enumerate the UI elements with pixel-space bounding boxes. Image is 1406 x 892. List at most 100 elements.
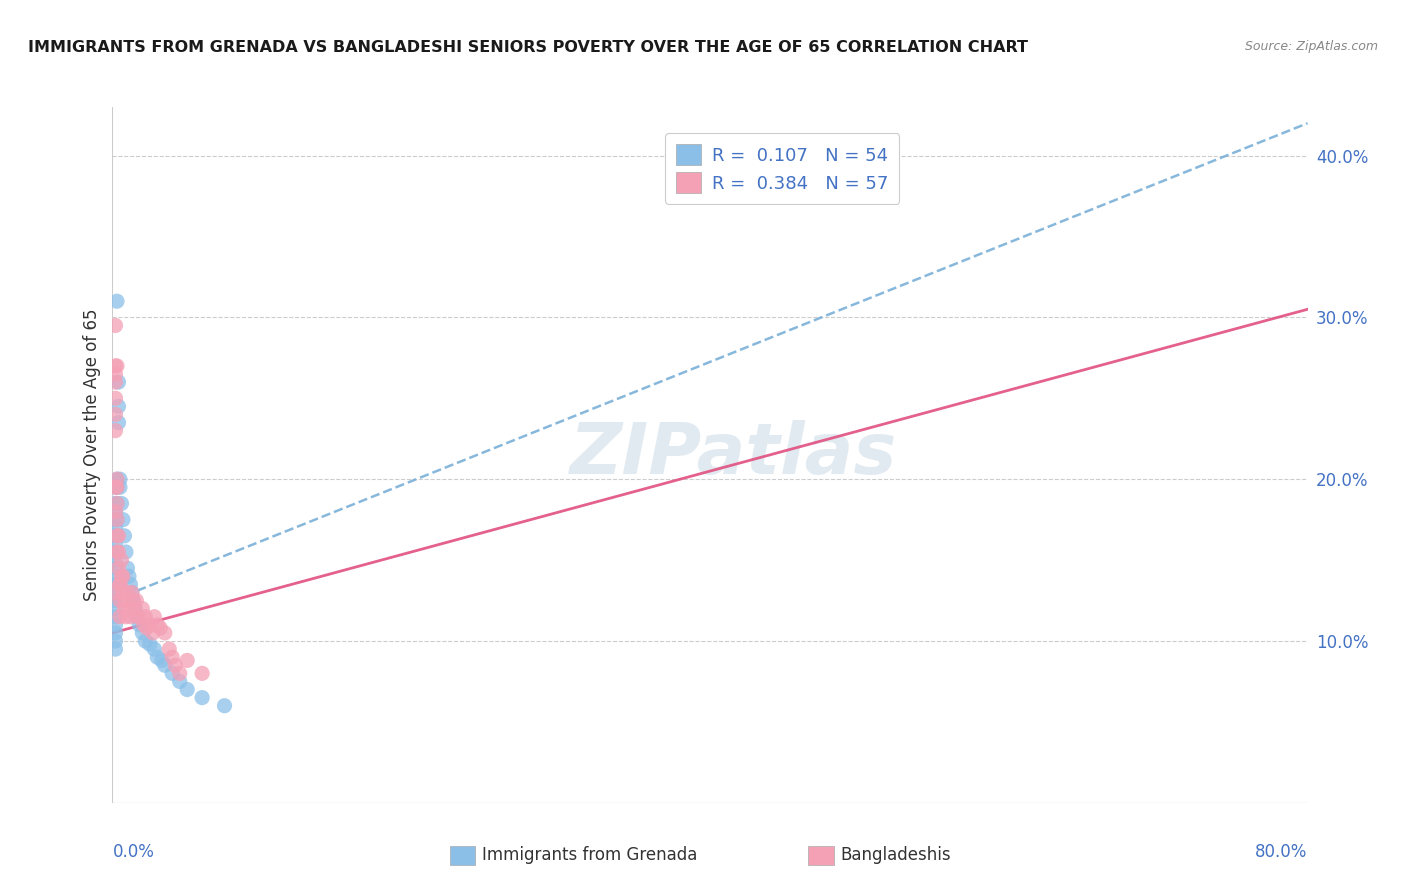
Point bbox=[104, 496, 127, 510]
Point bbox=[153, 626, 176, 640]
Point bbox=[105, 545, 128, 559]
Point bbox=[169, 666, 191, 681]
Point bbox=[105, 496, 128, 510]
Point bbox=[104, 545, 127, 559]
Point bbox=[124, 601, 146, 615]
Point bbox=[104, 617, 127, 632]
Point bbox=[104, 561, 127, 575]
Point bbox=[105, 480, 128, 494]
Point bbox=[104, 642, 127, 657]
Point bbox=[104, 318, 127, 333]
Point bbox=[146, 650, 169, 665]
Point bbox=[104, 577, 127, 591]
Point bbox=[105, 529, 128, 543]
Point bbox=[104, 593, 127, 607]
Point bbox=[107, 375, 129, 389]
Point bbox=[131, 626, 153, 640]
Legend: R =  0.107   N = 54, R =  0.384   N = 57: R = 0.107 N = 54, R = 0.384 N = 57 bbox=[665, 134, 900, 204]
Point bbox=[134, 609, 156, 624]
Point bbox=[121, 585, 143, 599]
Point bbox=[104, 529, 127, 543]
Point bbox=[104, 504, 127, 518]
Point bbox=[105, 480, 128, 494]
Text: IMMIGRANTS FROM GRENADA VS BANGLADESHI SENIORS POVERTY OVER THE AGE OF 65 CORREL: IMMIGRANTS FROM GRENADA VS BANGLADESHI S… bbox=[28, 40, 1028, 55]
Point bbox=[110, 569, 132, 583]
Point bbox=[104, 424, 127, 438]
Point bbox=[176, 682, 198, 697]
Point bbox=[115, 609, 138, 624]
Point bbox=[120, 609, 142, 624]
Point bbox=[127, 609, 149, 624]
Point bbox=[104, 601, 127, 615]
Point bbox=[125, 593, 148, 607]
Point bbox=[105, 496, 128, 510]
Point bbox=[104, 569, 127, 583]
Point bbox=[104, 585, 127, 599]
Point bbox=[108, 577, 131, 591]
Point bbox=[117, 585, 139, 599]
Point bbox=[128, 609, 150, 624]
Point bbox=[111, 585, 134, 599]
Point bbox=[150, 653, 173, 667]
Point bbox=[104, 537, 127, 551]
Point bbox=[104, 375, 127, 389]
Text: Bangladeshis: Bangladeshis bbox=[841, 847, 952, 864]
Y-axis label: Seniors Poverty Over the Age of 65: Seniors Poverty Over the Age of 65 bbox=[83, 309, 101, 601]
Point bbox=[108, 577, 131, 591]
Point bbox=[135, 621, 157, 635]
Point bbox=[132, 617, 155, 632]
Point bbox=[110, 553, 132, 567]
Point bbox=[108, 593, 131, 607]
Point bbox=[143, 642, 166, 657]
Point bbox=[176, 653, 198, 667]
Text: 80.0%: 80.0% bbox=[1256, 843, 1308, 861]
Point bbox=[111, 513, 134, 527]
Point bbox=[104, 392, 127, 406]
Point bbox=[105, 294, 128, 309]
Point bbox=[107, 529, 129, 543]
Point bbox=[107, 400, 129, 414]
Text: ZIPatlas: ZIPatlas bbox=[571, 420, 897, 490]
Point bbox=[120, 577, 142, 591]
Point bbox=[108, 609, 131, 624]
Point bbox=[104, 504, 127, 518]
Point bbox=[110, 496, 132, 510]
Point bbox=[115, 545, 138, 559]
Point bbox=[114, 529, 135, 543]
Point bbox=[104, 480, 127, 494]
Point bbox=[108, 472, 131, 486]
Point bbox=[661, 173, 683, 187]
Text: Source: ZipAtlas.com: Source: ZipAtlas.com bbox=[1244, 40, 1378, 54]
Point bbox=[162, 650, 183, 665]
Point bbox=[122, 593, 145, 607]
Point bbox=[105, 472, 128, 486]
Point bbox=[104, 609, 127, 624]
Point bbox=[104, 408, 127, 422]
Point bbox=[104, 585, 127, 599]
Point bbox=[139, 637, 162, 651]
Point bbox=[108, 480, 131, 494]
Point bbox=[134, 634, 156, 648]
Text: 0.0%: 0.0% bbox=[112, 843, 155, 861]
Point bbox=[104, 553, 127, 567]
Point bbox=[104, 359, 127, 373]
Point bbox=[104, 521, 127, 535]
Point bbox=[118, 601, 141, 615]
Point bbox=[191, 666, 214, 681]
Point bbox=[111, 569, 134, 583]
Point bbox=[149, 621, 172, 635]
Point bbox=[214, 698, 236, 713]
Point bbox=[121, 585, 143, 599]
Point bbox=[142, 626, 165, 640]
Point bbox=[191, 690, 214, 705]
Point bbox=[117, 561, 139, 575]
Point bbox=[124, 601, 146, 615]
Point bbox=[114, 601, 135, 615]
Point bbox=[107, 416, 129, 430]
Point bbox=[169, 674, 191, 689]
Point bbox=[105, 472, 128, 486]
Point bbox=[104, 480, 127, 494]
Point bbox=[143, 609, 166, 624]
Point bbox=[146, 617, 169, 632]
Point bbox=[105, 513, 128, 527]
